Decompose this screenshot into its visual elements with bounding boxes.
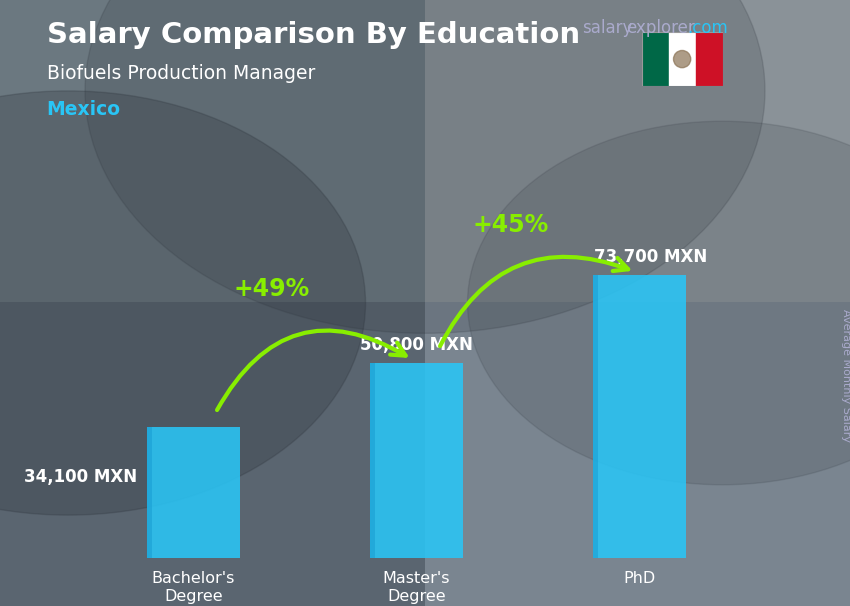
Text: Salary Comparison By Education: Salary Comparison By Education bbox=[47, 21, 580, 49]
FancyBboxPatch shape bbox=[146, 427, 241, 558]
Text: +49%: +49% bbox=[234, 277, 309, 301]
Text: salary: salary bbox=[582, 19, 632, 38]
Text: 50,800 MXN: 50,800 MXN bbox=[360, 336, 473, 354]
FancyBboxPatch shape bbox=[146, 427, 152, 558]
Text: explorer: explorer bbox=[626, 19, 695, 38]
Circle shape bbox=[85, 0, 765, 333]
Text: .com: .com bbox=[687, 19, 728, 38]
Circle shape bbox=[673, 50, 691, 68]
Text: Biofuels Production Manager: Biofuels Production Manager bbox=[47, 64, 315, 82]
Text: +45%: +45% bbox=[472, 213, 548, 237]
Text: 73,700 MXN: 73,700 MXN bbox=[594, 248, 707, 267]
FancyBboxPatch shape bbox=[592, 276, 687, 558]
Text: Mexico: Mexico bbox=[47, 100, 121, 119]
Text: Average Monthly Salary: Average Monthly Salary bbox=[841, 309, 850, 442]
FancyBboxPatch shape bbox=[370, 363, 463, 558]
Bar bbox=[695, 32, 722, 86]
FancyBboxPatch shape bbox=[370, 363, 375, 558]
Bar bbox=[669, 32, 695, 86]
Circle shape bbox=[468, 121, 850, 485]
Bar bbox=[642, 32, 669, 86]
Circle shape bbox=[0, 91, 366, 515]
FancyBboxPatch shape bbox=[592, 276, 598, 558]
Text: 34,100 MXN: 34,100 MXN bbox=[25, 468, 138, 485]
